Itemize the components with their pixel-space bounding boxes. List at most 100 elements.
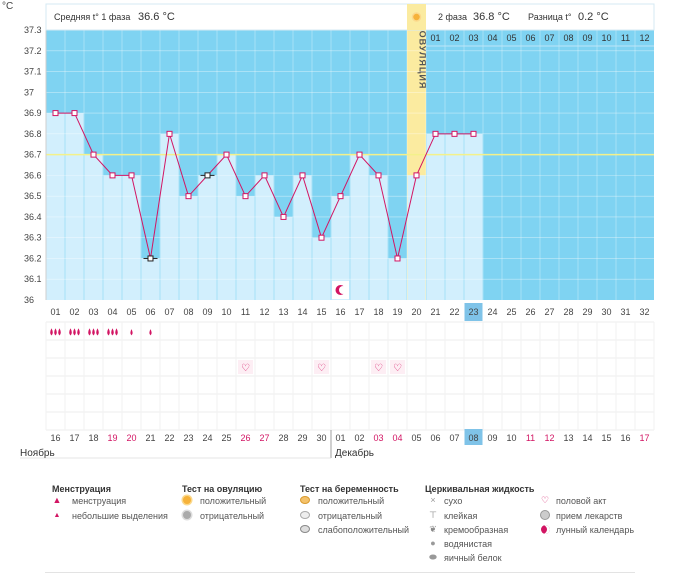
date-label: 16 [50, 433, 60, 443]
cycle-day-label: 04 [107, 307, 117, 317]
cycle-day-label: 02 [69, 307, 79, 317]
date-label: 18 [88, 433, 98, 443]
menstruation-drop-icon [107, 328, 110, 336]
date-label: 26 [240, 433, 250, 443]
phase2-day-label: 06 [525, 33, 535, 43]
heart-cell [390, 360, 405, 374]
menstruation-drop-icon [111, 328, 114, 336]
data-point [223, 151, 230, 158]
heart-cell [371, 360, 386, 374]
date-label: 27 [259, 433, 269, 443]
heart-icon: ♡ [374, 363, 383, 374]
dry-icon: × [430, 495, 436, 505]
phase2-day-label: 08 [563, 33, 573, 43]
phase2-day-label: 12 [639, 33, 649, 43]
heart-cell [314, 360, 329, 374]
menstruation-drop-icon [149, 329, 152, 336]
cycle-day-label: 25 [506, 307, 516, 317]
cycle-day-label: 16 [335, 307, 345, 317]
data-point [413, 172, 420, 179]
phase2-value: 36.8 °C [473, 11, 510, 23]
phase1-label: Средняя t° 1 фаза [54, 12, 130, 22]
menstruation-drop-icon [96, 328, 99, 336]
legend-item: кремообразная [444, 525, 509, 535]
date-label: 23 [183, 433, 193, 443]
cycle-day-label: 17 [354, 307, 364, 317]
cycle-day-label: 30 [601, 307, 611, 317]
ovulation-label: ОВУЛЯЦИЯ [418, 31, 428, 90]
data-point [337, 193, 344, 200]
data-point [470, 130, 477, 137]
phase2-day-label: 07 [544, 33, 554, 43]
moon-icon-cut [339, 286, 347, 294]
date-label: 05 [411, 433, 421, 443]
data-point [109, 172, 116, 179]
legend-divider [45, 572, 635, 573]
data-point [90, 151, 97, 158]
date-label: 08 [468, 433, 478, 443]
y-tick-label: 37 [24, 87, 34, 97]
y-tick-label: 36.5 [24, 191, 42, 201]
date-label: 22 [164, 433, 174, 443]
pill-icon [540, 510, 550, 520]
cycle-day-label: 24 [487, 307, 497, 317]
data-point [242, 193, 249, 200]
cycle-day-label: 29 [582, 307, 592, 317]
cycle-day-label: 11 [241, 307, 250, 317]
cycle-day-label: 28 [563, 307, 573, 317]
bbt-chart: ОВУЛЯЦИЯ °C 36 36.1 36.2 36.3 36.4 36.5 36.6 36.… [2, 1, 655, 459]
temperature-bar [217, 154, 236, 300]
menstruation-drop-icon [50, 328, 53, 336]
cycle-day-label: 12 [259, 307, 269, 317]
date-label: 06 [430, 433, 440, 443]
diff-label: Разница t° [528, 12, 572, 22]
date-label: 19 [107, 433, 117, 443]
legend-item: отрицательный [200, 511, 265, 521]
y-tick-label: 36.7 [24, 150, 42, 160]
phase2-label: 2 фаза [438, 12, 467, 22]
phase2-day-label: 09 [582, 33, 592, 43]
cycle-day-label: 08 [183, 307, 193, 317]
pregnancy-negative-icon [300, 510, 310, 520]
legend-item: менструация [72, 496, 127, 506]
sun-icon [411, 12, 422, 22]
date-label: 03 [373, 433, 383, 443]
temperature-bar [46, 113, 65, 300]
date-label: 17 [69, 433, 79, 443]
sun-negative-icon [182, 510, 192, 520]
date-label: 07 [449, 433, 459, 443]
current-date-highlight [464, 429, 483, 445]
data-point [128, 172, 135, 179]
temperature-bar [65, 113, 84, 300]
legend-item: положительный [200, 496, 267, 506]
date-label: 10 [506, 433, 516, 443]
legend-ovulation-title: Тест на овуляцию [182, 484, 263, 494]
data-point [394, 255, 401, 262]
data-point [185, 193, 192, 200]
legend-item: сухо [444, 496, 463, 506]
date-label: 24 [202, 433, 212, 443]
y-tick-label: 36.4 [24, 212, 42, 222]
legend-item: лунный календарь [556, 525, 635, 535]
phase2-day-label: 04 [487, 33, 497, 43]
legend-item: яичный белок [444, 553, 502, 563]
menstruation-drop-icon [115, 328, 118, 336]
heart-cell [238, 360, 253, 374]
menstruation-drop-icon [73, 328, 76, 336]
header-bar [45, 3, 655, 31]
heart-icon: ♡ [393, 363, 402, 374]
temperature-bar [179, 196, 198, 300]
date-label: 25 [221, 433, 231, 443]
phase2-day-label: 05 [506, 33, 516, 43]
cycle-day-label: 14 [297, 307, 307, 317]
date-label: 09 [487, 433, 497, 443]
menstruation-drop-icon [69, 328, 72, 336]
cycle-day-label: 19 [392, 307, 402, 317]
date-label: 11 [526, 433, 535, 443]
date-label: 21 [145, 433, 155, 443]
cycle-day-label: 26 [525, 307, 535, 317]
legend-item: слабоположительный [318, 525, 410, 535]
heart-icon: ♡ [241, 363, 250, 374]
cycle-day-label: 23 [468, 307, 478, 317]
data-point [166, 130, 173, 137]
